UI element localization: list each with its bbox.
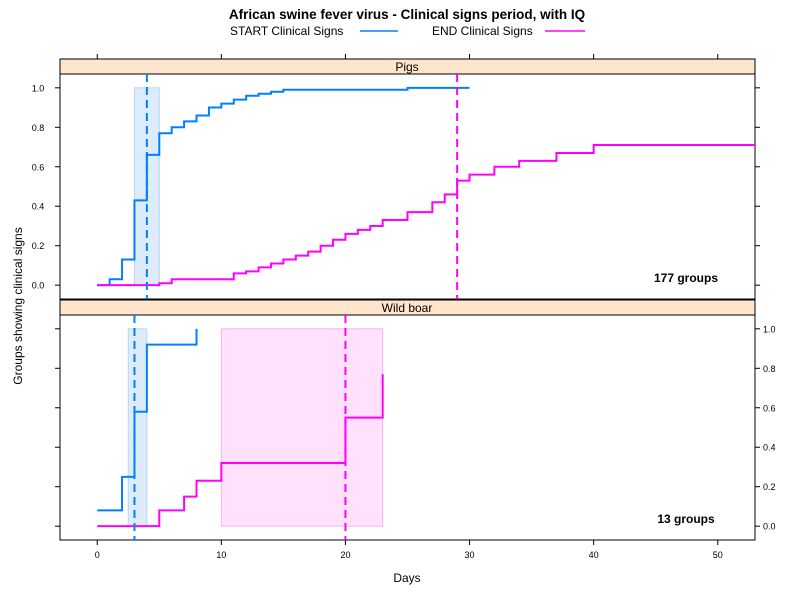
x-tick-label: 0 (95, 550, 100, 560)
y-tick-label: 0.8 (32, 123, 45, 133)
y-tick-label: 1.0 (32, 83, 45, 93)
series-start-clinical-signs (97, 86, 470, 287)
start-iq-region (127, 328, 148, 527)
strip-label: Wild boar (382, 301, 433, 315)
strip-label: Pigs (395, 60, 418, 74)
panel-frame (59, 314, 756, 541)
y-tick-label: 0.0 (32, 281, 45, 291)
x-tick-label: 20 (340, 550, 350, 560)
x-tick-label: 40 (589, 550, 599, 560)
y-tick-label: 0.2 (32, 241, 45, 251)
x-tick-label: 50 (713, 550, 723, 560)
y-tick-label: 0.4 (32, 202, 45, 212)
x-axis-label: Days (393, 571, 420, 585)
series-end-clinical-signs (97, 374, 384, 528)
y-axis-label: Groups showing clinical signs (11, 227, 25, 384)
x-tick-label: 10 (216, 550, 226, 560)
chart-title: African swine fever virus - Clinical sig… (229, 7, 585, 22)
y-tick-label: 0.8 (763, 364, 776, 374)
y-tick-label: 0.4 (763, 443, 776, 453)
series-end-clinical-signs (97, 144, 755, 287)
panel-wild-boar: Wild boar 0.0 0.2 0.4 0.6 0.8 1.0 13 groups (55, 299, 776, 541)
legend-label-start: START Clinical Signs (230, 24, 343, 38)
y-tick-label: 1.0 (763, 324, 776, 334)
legend-label-end: END Clinical Signs (432, 24, 533, 38)
legend: START Clinical Signs END Clinical Signs (230, 24, 585, 38)
y-tick-label: 0.0 (763, 522, 776, 532)
y-tick-label: 0.6 (32, 162, 45, 172)
group-count-label: 177 groups (654, 271, 718, 285)
group-count-label: 13 groups (657, 512, 715, 526)
end-iq-region (220, 328, 384, 527)
panel-frame (59, 73, 756, 300)
y-tick-label: 0.2 (763, 482, 776, 492)
x-tick-label: 30 (465, 550, 475, 560)
y-tick-label: 0.6 (763, 403, 776, 413)
panel-pigs: Pigs 0.0 0.2 0.4 0.6 0.8 1.0 177 groups (32, 58, 760, 300)
